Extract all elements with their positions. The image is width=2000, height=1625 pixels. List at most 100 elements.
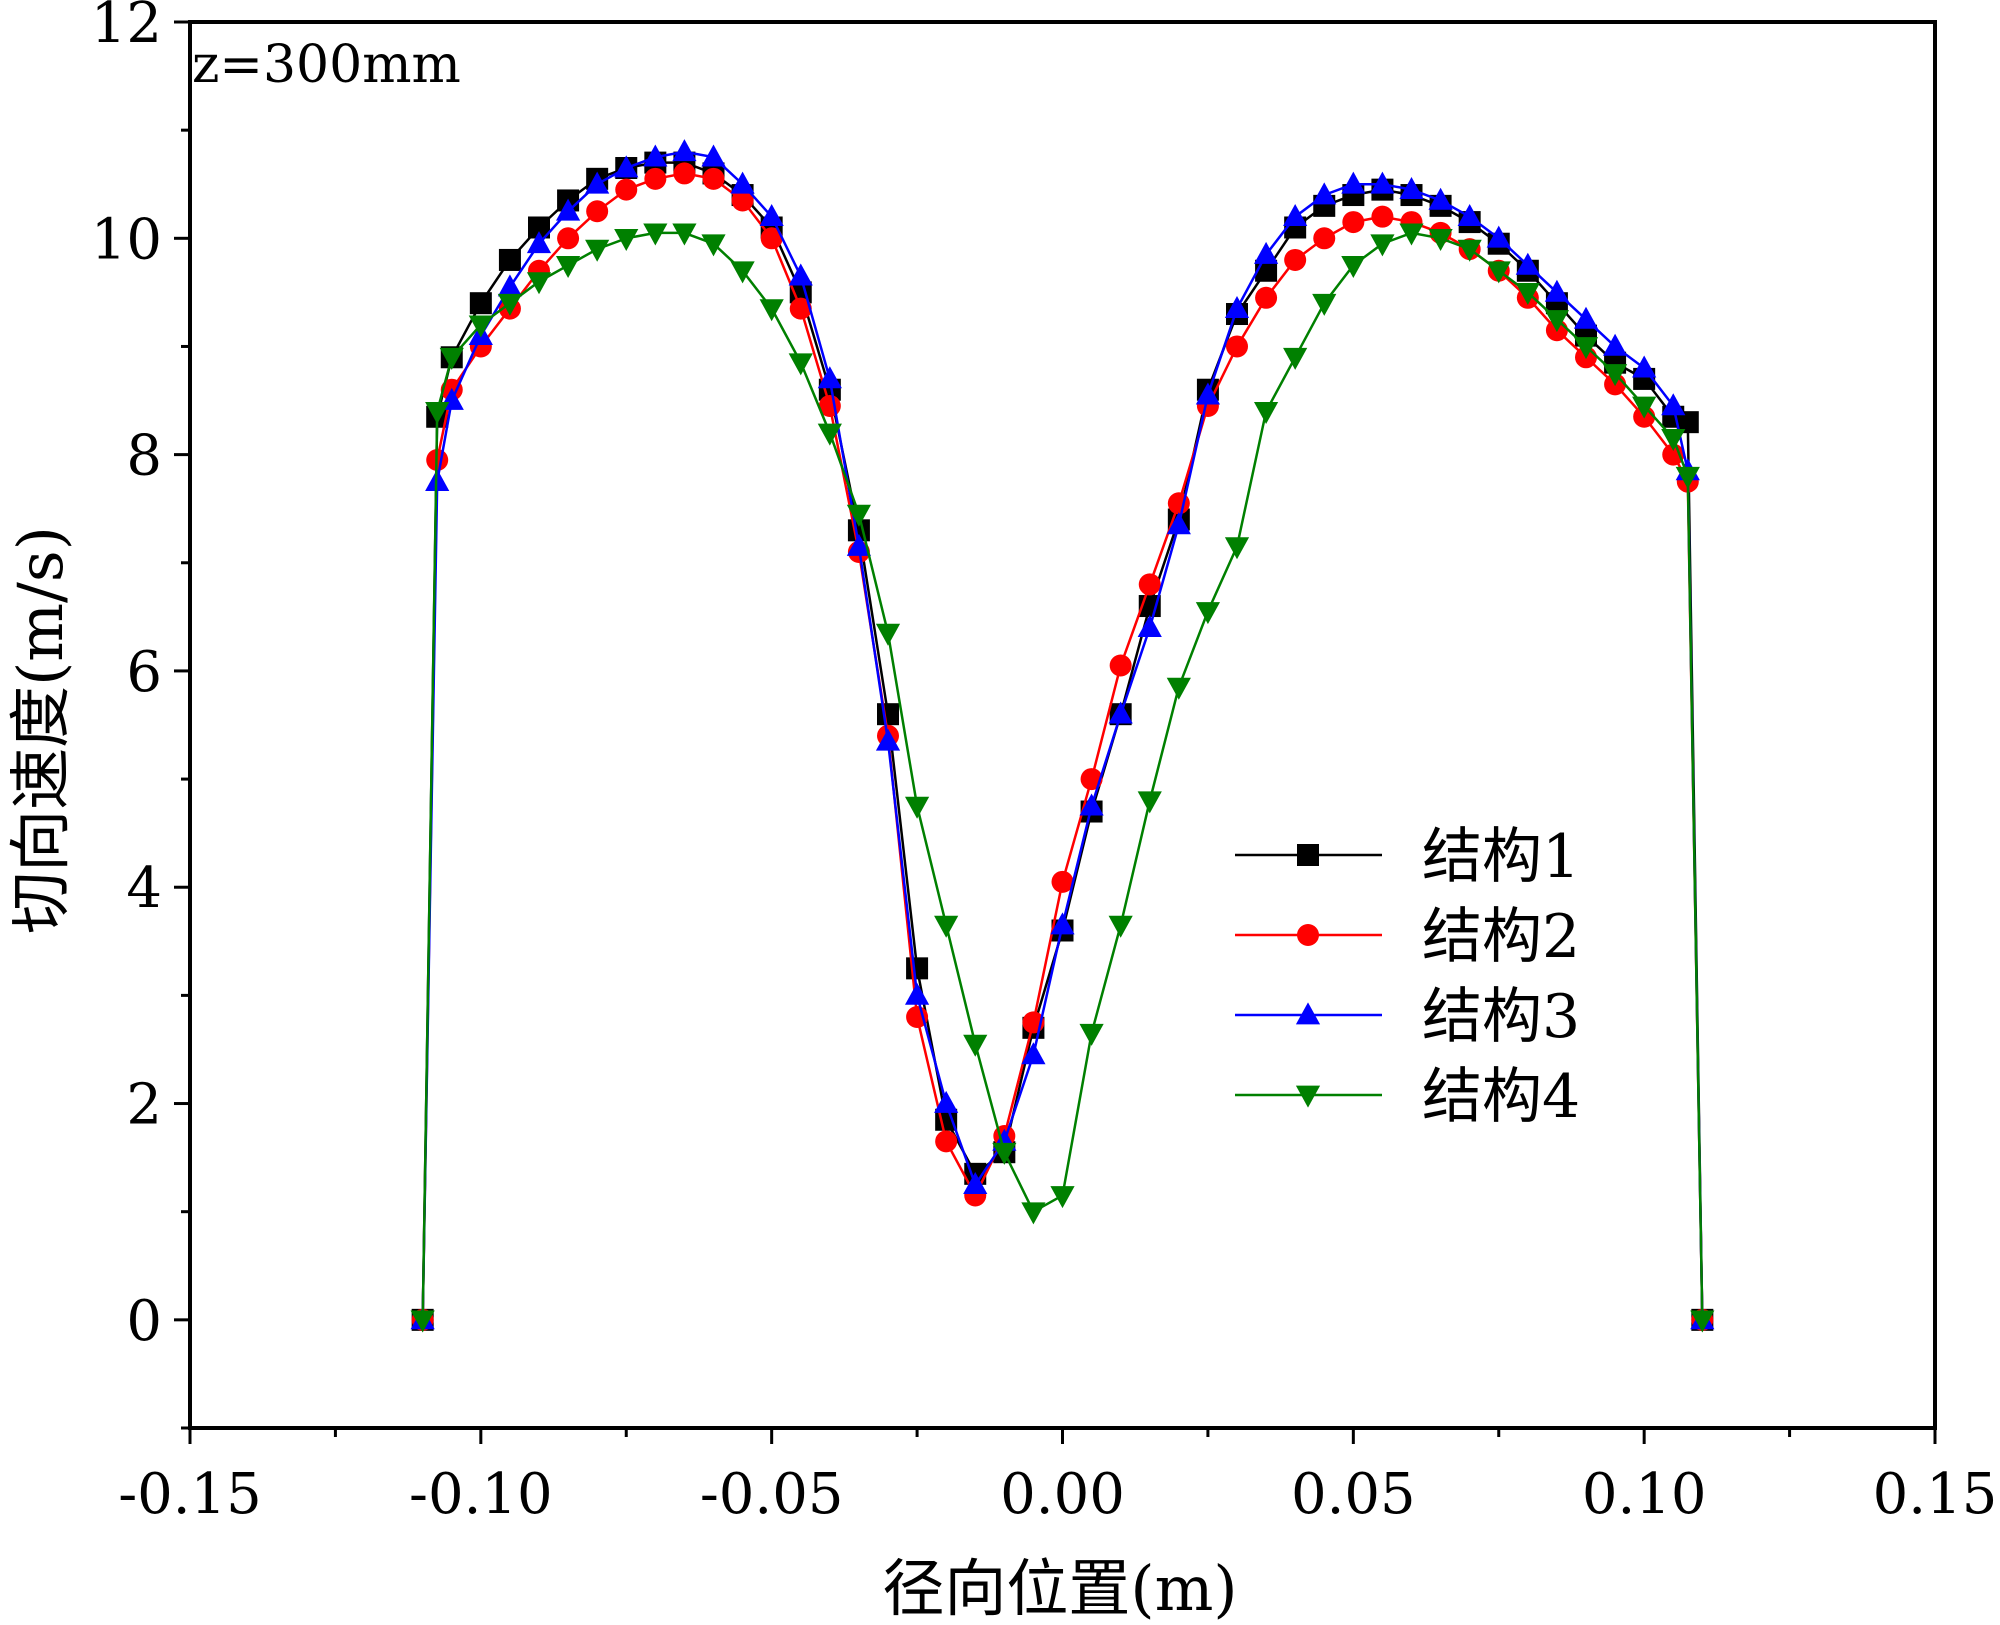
data-point	[1195, 602, 1221, 625]
data-point	[1632, 355, 1657, 378]
data-point	[1224, 295, 1250, 318]
data-point	[1226, 335, 1248, 358]
data-point	[731, 189, 754, 212]
data-point	[1399, 176, 1424, 199]
data-point	[817, 366, 842, 389]
data-point	[1312, 182, 1337, 205]
data-point	[528, 216, 550, 239]
data-point	[469, 292, 492, 315]
data-point	[1051, 870, 1074, 893]
data-point	[1675, 466, 1700, 489]
legend-marker	[1297, 924, 1319, 946]
data-point	[643, 144, 668, 167]
data-point	[1021, 1202, 1046, 1225]
data-point	[1602, 364, 1628, 387]
data-point	[759, 299, 784, 322]
data-point	[1602, 333, 1628, 356]
data-point	[1632, 396, 1657, 419]
data-point	[1166, 677, 1191, 700]
data-point	[1457, 204, 1482, 227]
data-point	[1079, 793, 1104, 816]
legend-label: 结构3	[1422, 982, 1580, 1052]
data-point	[730, 171, 755, 194]
legend: 结构1 结构2 结构3 结构4	[1235, 822, 1580, 1132]
data-point	[789, 297, 812, 320]
data-point	[963, 1172, 988, 1195]
x-tick-label: 0.10	[1582, 1462, 1707, 1527]
data-point	[585, 239, 610, 262]
x-tick-label: -0.10	[409, 1462, 553, 1527]
data-point	[1050, 912, 1075, 935]
data-point	[614, 228, 639, 251]
y-tick-label: 6	[126, 640, 162, 705]
data-point	[1573, 306, 1599, 329]
data-point	[526, 272, 552, 295]
data-point	[1515, 283, 1540, 306]
data-point	[1399, 223, 1424, 246]
data-point	[1137, 791, 1162, 814]
data-point	[1573, 337, 1599, 360]
data-point	[992, 1142, 1017, 1165]
data-point	[1341, 171, 1366, 194]
data-point	[1109, 654, 1132, 677]
data-point	[1342, 211, 1365, 234]
data-point	[643, 223, 668, 246]
data-point	[644, 167, 667, 190]
y-tick-label: 0	[126, 1289, 162, 1354]
data-point	[1108, 915, 1133, 938]
x-tick-label: 0.00	[1000, 1462, 1125, 1527]
data-point	[846, 533, 872, 556]
y-tick-label: 12	[91, 0, 162, 56]
data-point	[730, 261, 755, 284]
data-point	[497, 274, 523, 297]
series-layer	[410, 139, 1715, 1333]
data-point	[1486, 261, 1511, 284]
data-point	[1371, 205, 1394, 228]
data-point	[1370, 171, 1395, 194]
data-point	[1690, 1310, 1715, 1333]
legend-marker	[1297, 844, 1319, 866]
data-point	[498, 248, 521, 271]
data-point	[701, 144, 726, 167]
data-point	[1108, 701, 1133, 724]
legend-item: 结构1	[1235, 822, 1580, 892]
data-point	[614, 155, 639, 178]
data-point	[672, 139, 697, 162]
data-point	[935, 1130, 958, 1153]
legend-marker	[1295, 1002, 1321, 1025]
data-point	[788, 263, 813, 286]
x-tick-label: -0.15	[118, 1462, 262, 1527]
y-tick-label: 10	[91, 207, 162, 272]
data-point	[1544, 310, 1570, 333]
legend-label: 结构2	[1422, 902, 1580, 972]
data-point	[906, 957, 929, 980]
x-tick-label: 0.05	[1291, 1462, 1416, 1527]
data-point	[1676, 411, 1699, 434]
data-point	[875, 623, 901, 646]
data-point	[526, 231, 552, 254]
data-point	[497, 293, 523, 316]
legend-item: 结构3	[1235, 982, 1580, 1052]
data-point	[1284, 248, 1307, 271]
data-point	[586, 200, 609, 223]
data-point	[1255, 286, 1278, 309]
data-point	[672, 223, 697, 246]
data-point	[1224, 537, 1250, 560]
data-point	[555, 255, 581, 278]
data-point	[877, 703, 899, 726]
legend-item: 结构4	[1235, 1062, 1580, 1132]
data-point	[1137, 615, 1162, 638]
data-point	[1312, 293, 1337, 316]
data-point	[760, 227, 783, 250]
y-tick-label: 4	[126, 856, 162, 921]
data-point	[1050, 1186, 1075, 1209]
data-point	[1544, 279, 1570, 302]
data-point	[1341, 255, 1366, 278]
data-point	[1138, 573, 1161, 596]
data-point	[1021, 1042, 1046, 1065]
x-tick-label: -0.05	[700, 1462, 844, 1527]
data-point	[439, 347, 464, 370]
data-point	[1283, 347, 1308, 370]
y-axis-title: 切向速度(m/s)	[4, 526, 77, 934]
